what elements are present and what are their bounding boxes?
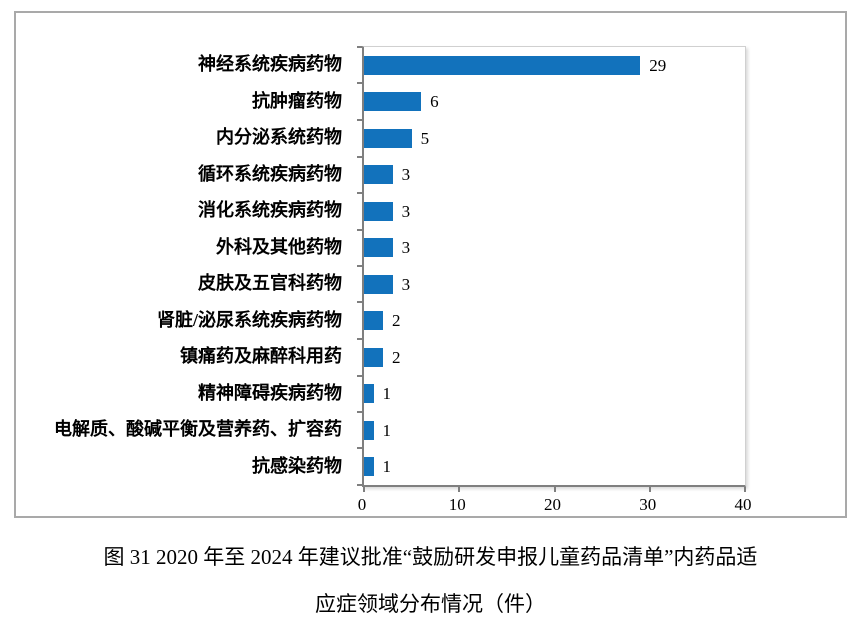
- bar-value-label: 2: [392, 311, 401, 331]
- bar: [364, 128, 412, 148]
- category-label: 精神障碍疾病药物: [198, 382, 342, 403]
- bar-value-label: 1: [382, 457, 392, 477]
- category-label: 神经系统疾病药物: [198, 54, 342, 75]
- x-axis-tick: [553, 487, 556, 492]
- y-axis-tick: [357, 484, 362, 486]
- bar-row: 6: [364, 84, 745, 121]
- bar-value-label: 29: [649, 55, 667, 75]
- caption-line-2: 应症领域分布情况（件）: [315, 592, 546, 616]
- bar-value-label: 5: [420, 128, 430, 148]
- y-axis-tick: [357, 118, 362, 121]
- bar-row: 1: [364, 376, 745, 413]
- x-axis-tick: [363, 487, 365, 492]
- plot-area: 29 6 5 3 3 3 3 2 2 1 1 1: [357, 46, 746, 492]
- y-axis-tick: [357, 82, 362, 85]
- category-label: 抗肿瘤药物: [252, 90, 342, 111]
- y-axis-tick: [357, 46, 362, 48]
- category-label: 电解质、酸碱平衡及营养药、扩容药: [54, 419, 342, 440]
- bar-value-label: 6: [430, 92, 439, 112]
- bar-row: 3: [364, 193, 745, 230]
- category-label: 内分泌系统药物: [216, 127, 342, 148]
- caption-line-1: 图 31 2020 年至 2024 年建议批准“鼓励研发申报儿童药品清单”内药品…: [103, 545, 758, 569]
- category-label: 循环系统疾病药物: [198, 163, 342, 184]
- y-axis-tick: [357, 228, 362, 231]
- category-axis-labels: 神经系统疾病药物抗肿瘤药物内分泌系统药物循环系统疾病药物 消化系统疾病药物外科及其…: [16, 46, 352, 484]
- y-axis-tick: [357, 337, 362, 340]
- bar-row: 3: [364, 157, 745, 194]
- x-axis-tick-label: 10: [448, 495, 466, 514]
- chart-caption: 图 31 2020 年至 2024 年建议批准“鼓励研发申报儿童药品清单”内药品…: [0, 534, 861, 628]
- category-label: 肾脏/泌尿系统疾病药物: [157, 309, 342, 330]
- bar-value-label: 3: [401, 201, 411, 221]
- y-axis-tick: [357, 265, 362, 267]
- bar-value-label: 3: [401, 274, 411, 294]
- bar-row: 1: [364, 412, 745, 449]
- y-axis-tick: [357, 301, 362, 304]
- x-axis-tick: [458, 487, 461, 492]
- bars-container: 29 6 5 3 3 3 3 2 2 1 1 1: [364, 47, 745, 485]
- category-label: 皮肤及五官科药物: [198, 273, 342, 294]
- x-axis-tick-label: 40: [734, 495, 752, 514]
- y-axis-tick: [357, 411, 362, 413]
- bar-row: 1: [364, 449, 745, 486]
- bar: [364, 274, 393, 294]
- x-axis-tick-label: 30: [639, 495, 657, 514]
- bar-value-label: 3: [401, 165, 411, 185]
- x-axis-tick: [648, 487, 651, 492]
- bar-value-label: 3: [401, 238, 411, 258]
- bar: [364, 92, 422, 112]
- category-label: 消化系统疾病药物: [198, 200, 342, 221]
- bar-row: 3: [364, 230, 745, 267]
- y-axis-tick: [357, 191, 362, 194]
- bar: [364, 165, 393, 185]
- bar: [364, 311, 384, 331]
- category-label: 外科及其他药物: [216, 236, 342, 257]
- y-axis-tick: [357, 155, 362, 158]
- bar: [364, 347, 384, 367]
- bar-value-label: 1: [382, 420, 392, 440]
- category-label: 抗感染药物: [252, 455, 342, 476]
- x-axis-tick-label: 20: [544, 495, 561, 514]
- category-label: 镇痛药及麻醉科用药: [180, 346, 342, 367]
- x-axis-tick: [744, 487, 746, 492]
- x-axis-tick-label: 0: [357, 495, 367, 514]
- bar: [364, 238, 393, 258]
- bar-row: 5: [364, 120, 745, 157]
- bar-row: 29: [364, 47, 745, 84]
- bar-row: 3: [364, 266, 745, 303]
- bar: [364, 55, 641, 75]
- y-axis-tick: [357, 374, 362, 377]
- bar: [364, 420, 374, 440]
- chart-frame: 神经系统疾病药物抗肿瘤药物内分泌系统药物循环系统疾病药物 消化系统疾病药物外科及其…: [14, 11, 847, 518]
- y-axis-tick: [357, 447, 362, 450]
- bar: [364, 201, 393, 221]
- bar-row: 2: [364, 303, 745, 340]
- bar: [364, 384, 374, 404]
- x-axis-tick-labels: 0 10 20 30 40: [358, 494, 752, 516]
- bar: [364, 457, 374, 477]
- bar-row: 2: [364, 339, 745, 376]
- bar-value-label: 1: [382, 384, 392, 404]
- bar-value-label: 2: [392, 347, 401, 367]
